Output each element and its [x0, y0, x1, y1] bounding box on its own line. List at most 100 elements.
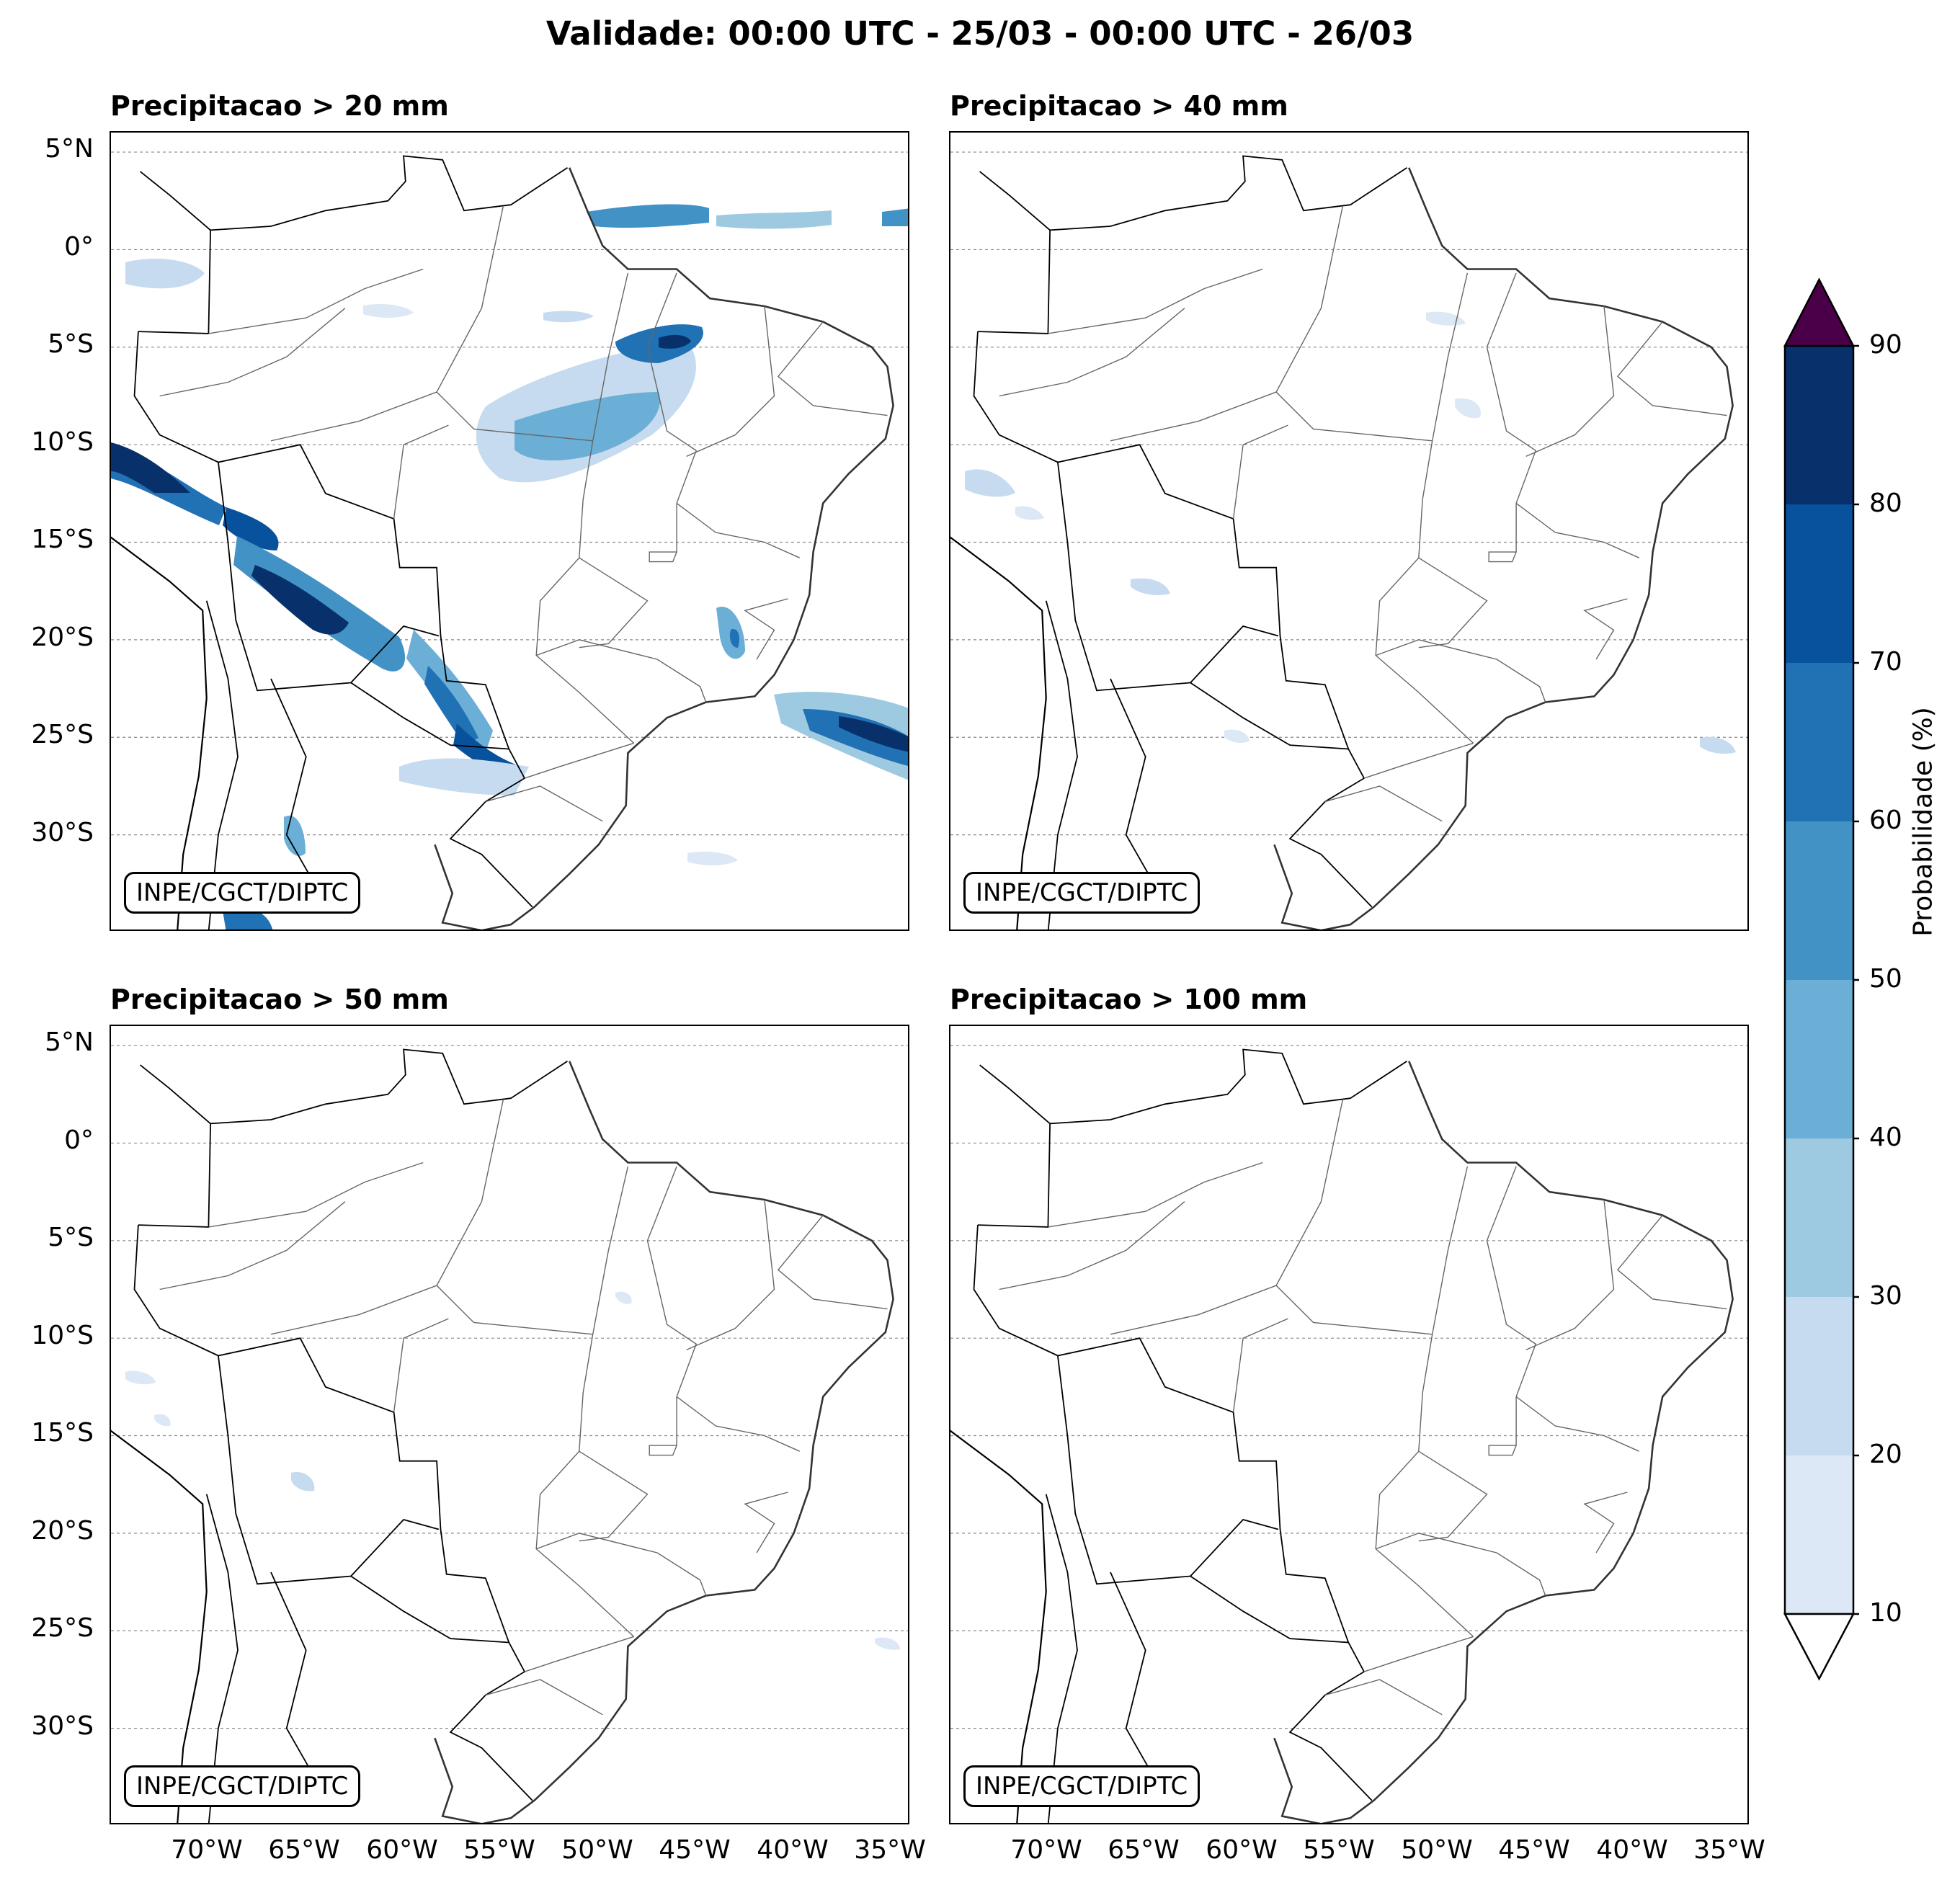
state-border: [1583, 1492, 1628, 1553]
country-border: [977, 155, 1407, 334]
state-border: [649, 1396, 677, 1456]
map-canvas: [950, 1045, 1747, 1823]
country-border: [1190, 1575, 1349, 1644]
coastline: [950, 1430, 1047, 1823]
lon-label: 70°W: [171, 1835, 243, 1865]
coastline: [1273, 1061, 1734, 1823]
lon-label: 65°W: [268, 1835, 340, 1865]
state-border: [1363, 1636, 1474, 1672]
state-border: [159, 1201, 346, 1290]
colorbar-tick-label: 50: [1869, 964, 1902, 994]
lon-label: 40°W: [1596, 1835, 1668, 1865]
state-border: [1525, 1199, 1615, 1351]
colorbar-tick-label: 40: [1869, 1123, 1902, 1152]
state-border: [436, 1100, 504, 1286]
colorbar-segment: [1785, 346, 1853, 504]
country-border: [140, 1064, 211, 1125]
precip-field: [111, 204, 908, 929]
state-border: [1486, 272, 1537, 504]
colorbar-tick-label: 90: [1869, 330, 1902, 360]
state-border: [208, 1162, 424, 1228]
state-border: [535, 1533, 707, 1596]
state-border: [649, 503, 677, 563]
lat-label: 30°S: [31, 1711, 94, 1741]
country-border: [979, 171, 1051, 231]
lat-label: 5°S: [48, 1223, 94, 1252]
lon-label: 60°W: [366, 1835, 438, 1865]
lon-label: 60°W: [1206, 1835, 1278, 1865]
state-border: [999, 1201, 1185, 1290]
country-border: [977, 1048, 1407, 1228]
lat-label: 30°S: [31, 818, 94, 847]
state-border: [270, 1285, 593, 1335]
state-border: [1486, 1166, 1537, 1397]
state-border: [1488, 1396, 1517, 1456]
state-border: [485, 785, 603, 822]
lon-label: 50°W: [1401, 1835, 1473, 1865]
state-border: [579, 1450, 649, 1542]
country-border: [1190, 682, 1349, 750]
coastline: [111, 536, 208, 929]
state-border: [1275, 206, 1343, 393]
lat-label: 5°N: [45, 1027, 94, 1057]
lon-label: 45°W: [1498, 1835, 1570, 1865]
state-border: [159, 308, 346, 397]
lat-label: 25°S: [31, 1613, 94, 1643]
lon-label: 55°W: [1303, 1835, 1375, 1865]
state-border: [1515, 502, 1639, 558]
state-border: [676, 502, 800, 558]
state-border: [1375, 639, 1546, 703]
state-border: [1525, 306, 1615, 458]
lat-label: 15°S: [31, 525, 94, 554]
coastline: [111, 1430, 208, 1823]
state-border: [777, 1215, 888, 1310]
map-panel-20mm: INPE/CGCT/DIPTC: [110, 131, 909, 931]
colorbar-tick-label: 70: [1869, 647, 1902, 677]
country-border: [979, 1064, 1051, 1125]
colorbar-tick-label: 10: [1869, 1598, 1902, 1628]
state-border: [1324, 785, 1443, 822]
state-border: [1324, 1679, 1443, 1716]
colorbar-label: Probabilidade (%): [1908, 707, 1938, 937]
state-border: [393, 1318, 449, 1413]
state-border: [524, 1636, 634, 1672]
state-border: [592, 1166, 629, 1334]
state-border: [436, 206, 504, 393]
colorbar-segment: [1785, 821, 1853, 980]
country-border: [1110, 678, 1166, 904]
lon-label: 45°W: [659, 1835, 731, 1865]
country-border: [973, 331, 1373, 908]
state-border: [1418, 557, 1488, 648]
lon-label: 50°W: [561, 1835, 633, 1865]
country-border: [133, 1225, 533, 1801]
state-border: [686, 1199, 775, 1351]
colorbar-over-extension: [1783, 277, 1856, 347]
colorbar-tick-label: 60: [1869, 806, 1902, 835]
country-border: [1057, 1355, 1279, 1585]
colorbar-segment: [1785, 663, 1853, 821]
panel-title-20mm: Precipitacao > 20 mm: [110, 90, 449, 122]
country-borders: [950, 155, 1734, 929]
map-panel-50mm: INPE/CGCT/DIPTC: [110, 1025, 909, 1824]
state-border: [1110, 1285, 1433, 1335]
colorbar-segment: [1785, 1297, 1853, 1455]
country-border: [138, 1048, 568, 1228]
lon-label: 55°W: [463, 1835, 535, 1865]
state-border: [485, 1679, 603, 1716]
state-border: [676, 1396, 800, 1452]
lat-label: 20°S: [31, 1516, 94, 1546]
map-canvas: [111, 151, 908, 929]
country-border: [350, 682, 509, 750]
lon-label: 35°W: [854, 1835, 926, 1865]
credit-badge: INPE/CGCT/DIPTC: [963, 872, 1200, 914]
lat-label: 25°S: [31, 720, 94, 749]
state-border: [1432, 1166, 1469, 1334]
colorbar-segment: [1785, 980, 1853, 1138]
country-border: [973, 1225, 1373, 1801]
panel-title-40mm: Precipitacao > 40 mm: [950, 90, 1288, 122]
country-border: [205, 600, 239, 929]
colorbar-segment: [1785, 504, 1853, 663]
lat-label: 5°S: [48, 329, 94, 359]
lat-label: 10°S: [31, 1321, 94, 1350]
state-border: [646, 1166, 698, 1397]
